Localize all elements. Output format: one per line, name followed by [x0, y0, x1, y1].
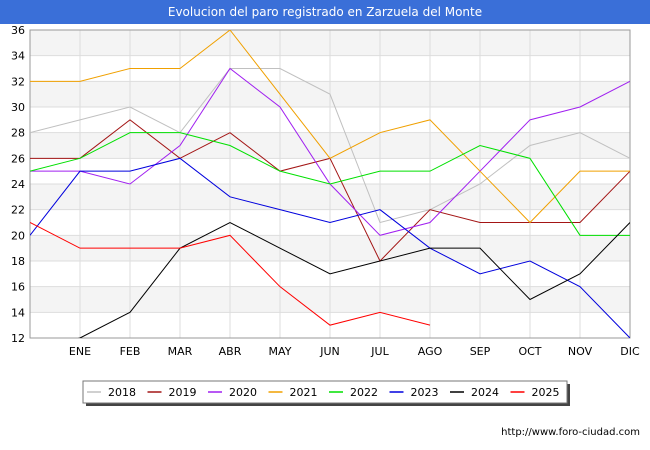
x-tick-label: AGO — [418, 345, 443, 358]
x-tick-label: ABR — [219, 345, 242, 358]
legend-label-2024: 2024 — [471, 386, 499, 399]
x-tick-label: NOV — [568, 345, 593, 358]
x-tick-label: MAY — [269, 345, 292, 358]
legend: 2018 2019 2020 2021 2022 2023 2024 2025 — [82, 380, 570, 406]
y-tick-label: 12 — [11, 332, 25, 345]
series-line-2018 — [30, 68, 630, 224]
legend-label-2020: 2020 — [229, 386, 257, 399]
y-tick-label: 14 — [11, 306, 25, 319]
legend-label-2019: 2019 — [169, 386, 197, 399]
x-tick-label: OCT — [518, 345, 541, 358]
x-tick-label: ENE — [69, 345, 91, 358]
y-tick-label: 36 — [11, 24, 25, 37]
x-tick-label: MAR — [168, 345, 193, 358]
series-lines — [30, 30, 630, 338]
legend-label-2021: 2021 — [290, 386, 318, 399]
y-tick-label: 34 — [11, 50, 25, 63]
x-tick-label: JUL — [370, 345, 389, 358]
y-tick-label: 20 — [11, 229, 25, 242]
legend-label-2023: 2023 — [411, 386, 439, 399]
y-tick-label: 26 — [11, 152, 25, 165]
series-line-2024 — [77, 221, 630, 338]
legend-label-2022: 2022 — [350, 386, 378, 399]
y-tick-label: 32 — [11, 75, 25, 88]
series-line-2021 — [30, 30, 630, 224]
y-tick-label: 24 — [11, 178, 25, 191]
y-axis-ticks: 12 14 16 18 20 22 24 26 28 30 32 34 36 — [11, 24, 25, 345]
plot-area — [29, 29, 631, 339]
x-tick-label: FEB — [120, 345, 141, 358]
series-line-2022 — [30, 132, 630, 236]
source-url: http://www.foro-ciudad.com — [501, 427, 640, 438]
y-tick-label: 16 — [11, 281, 25, 294]
x-axis-ticks: ENE FEB MAR ABR MAY JUN JUL AGO SEP OCT NOV DIC — [69, 345, 640, 358]
series-line-2025 — [30, 222, 431, 326]
legend-box — [82, 380, 568, 404]
x-tick-label: JUN — [319, 345, 340, 358]
chart-title: Evolucion del paro registrado en Zarzuel… — [0, 0, 650, 24]
series-line-2023 — [30, 157, 630, 338]
y-tick-label: 18 — [11, 255, 25, 268]
y-tick-label: 30 — [11, 101, 25, 114]
y-tick-label: 28 — [11, 127, 25, 140]
legend-label-2025: 2025 — [532, 386, 560, 399]
x-tick-label: SEP — [470, 345, 491, 358]
legend-label-2018: 2018 — [108, 386, 136, 399]
x-tick-label: DIC — [620, 345, 640, 358]
y-tick-label: 22 — [11, 204, 25, 217]
